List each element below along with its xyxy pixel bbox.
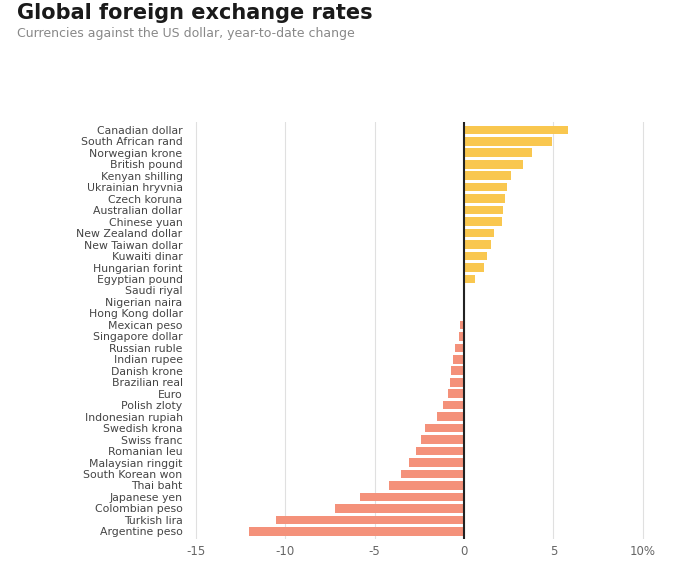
Bar xyxy=(464,263,483,272)
Bar xyxy=(464,137,551,146)
Bar xyxy=(421,435,464,444)
Bar xyxy=(460,321,464,329)
Bar xyxy=(449,378,464,386)
Bar xyxy=(361,492,464,501)
Bar xyxy=(389,481,464,490)
Text: Currencies against the US dollar, year-to-date change: Currencies against the US dollar, year-t… xyxy=(17,27,354,40)
Bar xyxy=(464,240,491,249)
Bar xyxy=(452,367,464,375)
Bar xyxy=(464,183,507,191)
Bar xyxy=(416,447,464,455)
Bar xyxy=(443,401,464,409)
Text: Global foreign exchange rates: Global foreign exchange rates xyxy=(17,3,373,23)
Bar xyxy=(464,252,488,260)
Bar xyxy=(464,172,511,180)
Bar xyxy=(454,355,464,364)
Bar xyxy=(424,424,464,433)
Bar xyxy=(249,527,464,536)
Bar xyxy=(448,389,464,398)
Bar xyxy=(464,125,568,134)
Bar xyxy=(464,218,502,226)
Bar xyxy=(464,275,475,283)
Bar xyxy=(464,194,505,203)
Bar xyxy=(464,206,503,215)
Bar xyxy=(276,516,464,524)
Bar xyxy=(409,458,464,467)
Bar xyxy=(401,470,464,478)
Bar xyxy=(458,332,464,340)
Bar xyxy=(464,229,494,237)
Bar xyxy=(437,412,464,421)
Bar xyxy=(464,148,532,157)
Bar xyxy=(455,343,464,352)
Bar xyxy=(464,160,523,169)
Bar xyxy=(335,504,464,513)
